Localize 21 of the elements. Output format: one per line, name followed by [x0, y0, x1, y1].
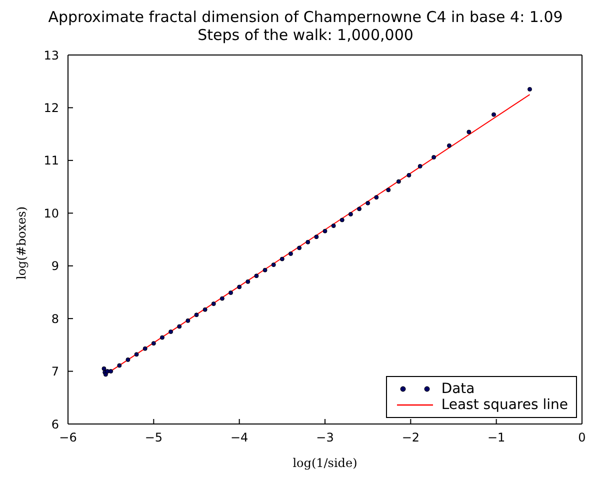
y-tick-label: 6: [51, 417, 59, 432]
x-tick-label: −1: [487, 430, 506, 445]
chart-title: Approximate fractal dimension of Champernowne C4 in base 4: 1.09: [47, 8, 564, 26]
x-tick-label: −2: [402, 430, 420, 445]
chart-subtitle: Steps of the walk: 1,000,000: [196, 26, 414, 44]
x-tick-label: −4: [230, 430, 248, 445]
x-tick-label: −5: [144, 430, 163, 445]
y-tick-label: 13: [44, 48, 59, 62]
legend-label: Data: [441, 381, 475, 397]
legend-label: Least squares line: [441, 397, 568, 413]
y-axis-title: log(#boxes): [14, 206, 28, 280]
x-tick-label: 0: [578, 430, 586, 445]
x-tick-label: −3: [316, 430, 334, 445]
y-tick-label: 10: [44, 206, 59, 220]
x-axis-title: log(1/side): [292, 456, 358, 470]
y-tick-label: 11: [44, 154, 59, 168]
y-tick-label: 7: [51, 364, 59, 379]
y-tick-label: 12: [44, 100, 59, 115]
y-tick-label: 8: [51, 312, 59, 326]
x-tick-label: −6: [59, 430, 77, 445]
y-tick-label: 9: [51, 259, 59, 274]
